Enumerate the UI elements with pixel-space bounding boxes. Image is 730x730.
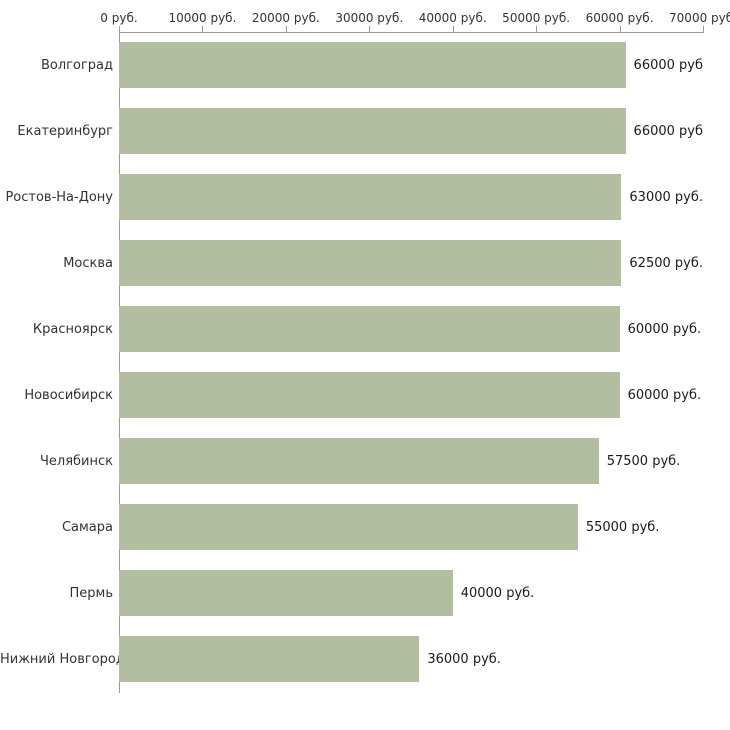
value-label: 40000 руб.: [460, 585, 535, 601]
bar-track: 60000 руб.: [119, 296, 703, 362]
category-label: Волгоград: [40, 57, 113, 73]
x-tick-label: 40000 руб.: [418, 11, 487, 25]
bar-track: 66000 руб: [119, 32, 703, 98]
bar-row: Самара 55000 руб.: [0, 494, 703, 560]
x-tick-mark: [119, 26, 120, 32]
x-tick-label: 70000 руб.: [669, 11, 730, 25]
value-label: 60000 руб.: [627, 387, 702, 403]
category-label: Екатеринбург: [17, 123, 113, 139]
bar: [119, 42, 626, 88]
x-tick-label: 0 руб.: [100, 11, 138, 25]
x-tick-mark: [452, 26, 454, 32]
x-tick-mark: [703, 26, 704, 32]
bar: [119, 240, 622, 286]
bar-row: Пермь 40000 руб.: [0, 560, 703, 626]
value-label: 57500 руб.: [606, 453, 681, 469]
bar-row: Москва 62500 руб.: [0, 230, 703, 296]
value-label: 60000 руб.: [627, 321, 702, 337]
bar-track: 57500 руб.: [119, 428, 703, 494]
bar: [119, 372, 620, 418]
x-tick-label: 30000 руб.: [335, 11, 404, 25]
category-label: Красноярск: [32, 321, 113, 337]
bar: [119, 108, 626, 154]
bar-row: Ростов-На-Дону 63000 руб.: [0, 164, 703, 230]
value-label: 55000 руб.: [585, 519, 660, 535]
bar: [119, 636, 420, 682]
bar-track: 40000 руб.: [119, 560, 703, 626]
x-tick-label: 10000 руб.: [168, 11, 237, 25]
y-axis-line: [119, 32, 120, 693]
bar-track: 55000 руб.: [119, 494, 703, 560]
bar-track: 60000 руб.: [119, 362, 703, 428]
bar: [119, 174, 622, 220]
bar: [119, 438, 599, 484]
bar: [119, 570, 453, 616]
x-tick-mark: [619, 26, 621, 32]
bar-track: 36000 руб.: [119, 626, 703, 692]
x-tick-label: 60000 руб.: [585, 11, 654, 25]
x-tick-mark: [285, 26, 287, 32]
bar: [119, 504, 578, 550]
category-label: Москва: [63, 255, 113, 271]
bar-row: Нижний Новгород 36000 руб.: [0, 626, 703, 692]
bar-row: Волгоград 66000 руб: [0, 32, 703, 98]
value-label: 62500 руб.: [629, 255, 703, 271]
value-label: 36000 руб.: [427, 651, 501, 667]
category-label: Новосибирск: [24, 387, 113, 403]
category-label: Пермь: [69, 585, 114, 601]
category-label: Челябинск: [39, 453, 113, 469]
value-label: 66000 руб: [633, 57, 703, 73]
bar-track: 63000 руб.: [119, 164, 703, 230]
bar-row: Челябинск 57500 руб.: [0, 428, 703, 494]
bar-row: Красноярск 60000 руб.: [0, 296, 703, 362]
x-tick-label: 20000 руб.: [251, 11, 320, 25]
category-label: Ростов-На-Дону: [5, 189, 113, 205]
x-axis: 0 руб. 10000 руб. 20000 руб. 30000 руб. 4000…: [100, 0, 730, 32]
x-tick-label: 50000 руб.: [502, 11, 571, 25]
bar-track: 62500 руб.: [119, 230, 703, 296]
value-label: 66000 руб: [633, 123, 703, 139]
bar-track: 66000 руб: [119, 98, 703, 164]
bar-row: Екатеринбург 66000 руб: [0, 98, 703, 164]
x-tick-mark: [536, 26, 538, 32]
category-label: Нижний Новгород: [0, 651, 125, 667]
category-label: Самара: [61, 519, 113, 535]
value-label: 63000 руб.: [629, 189, 703, 205]
x-axis-line: [119, 32, 704, 33]
x-tick-mark: [202, 26, 204, 32]
bar-row: Новосибирск 60000 руб.: [0, 362, 703, 428]
bar: [119, 306, 620, 352]
x-tick-mark: [369, 26, 371, 32]
bars-area: Волгоград 66000 руб Екатеринбург 66000 руб Р…: [0, 32, 703, 692]
